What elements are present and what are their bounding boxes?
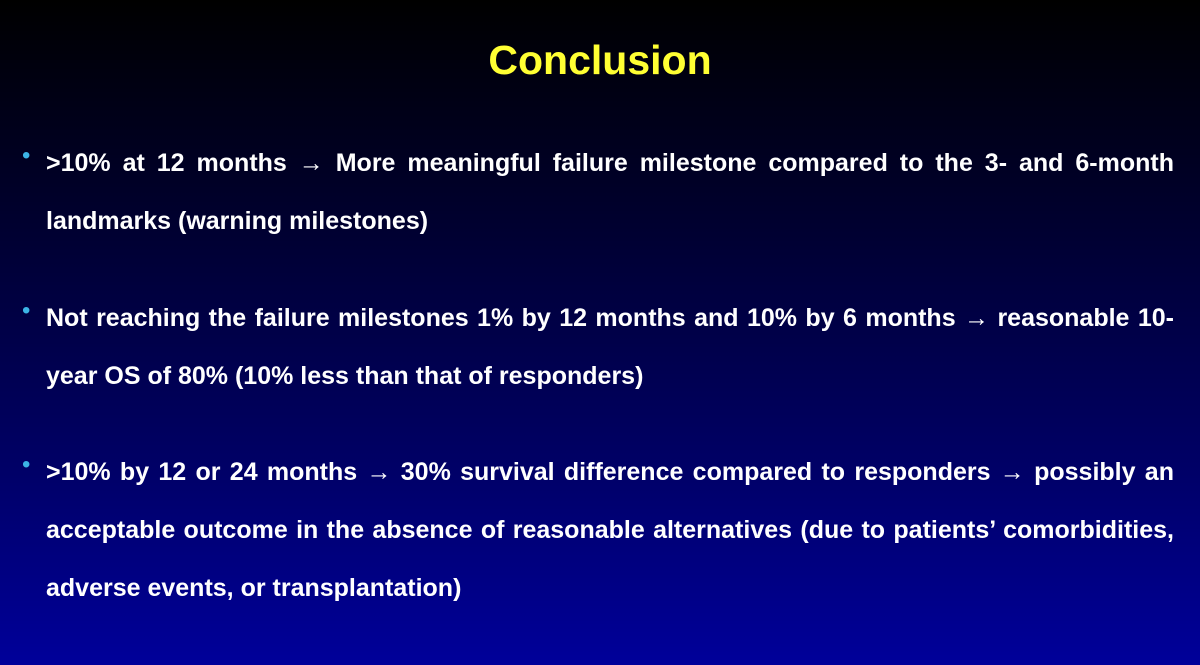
slide-title: Conclusion [488,37,712,83]
bullet-text-3: >10% by 12 or 24 months → 30% survival d… [46,458,1174,602]
bullet-marker-1: • [22,142,31,169]
bullet-text-1: >10% at 12 months → More meaningful fail… [46,149,1174,235]
bullet-text-2: Not reaching the failure milestones 1% b… [46,304,1174,390]
bullet-marker-2: • [22,297,31,324]
bullet-marker-3: • [22,451,31,478]
